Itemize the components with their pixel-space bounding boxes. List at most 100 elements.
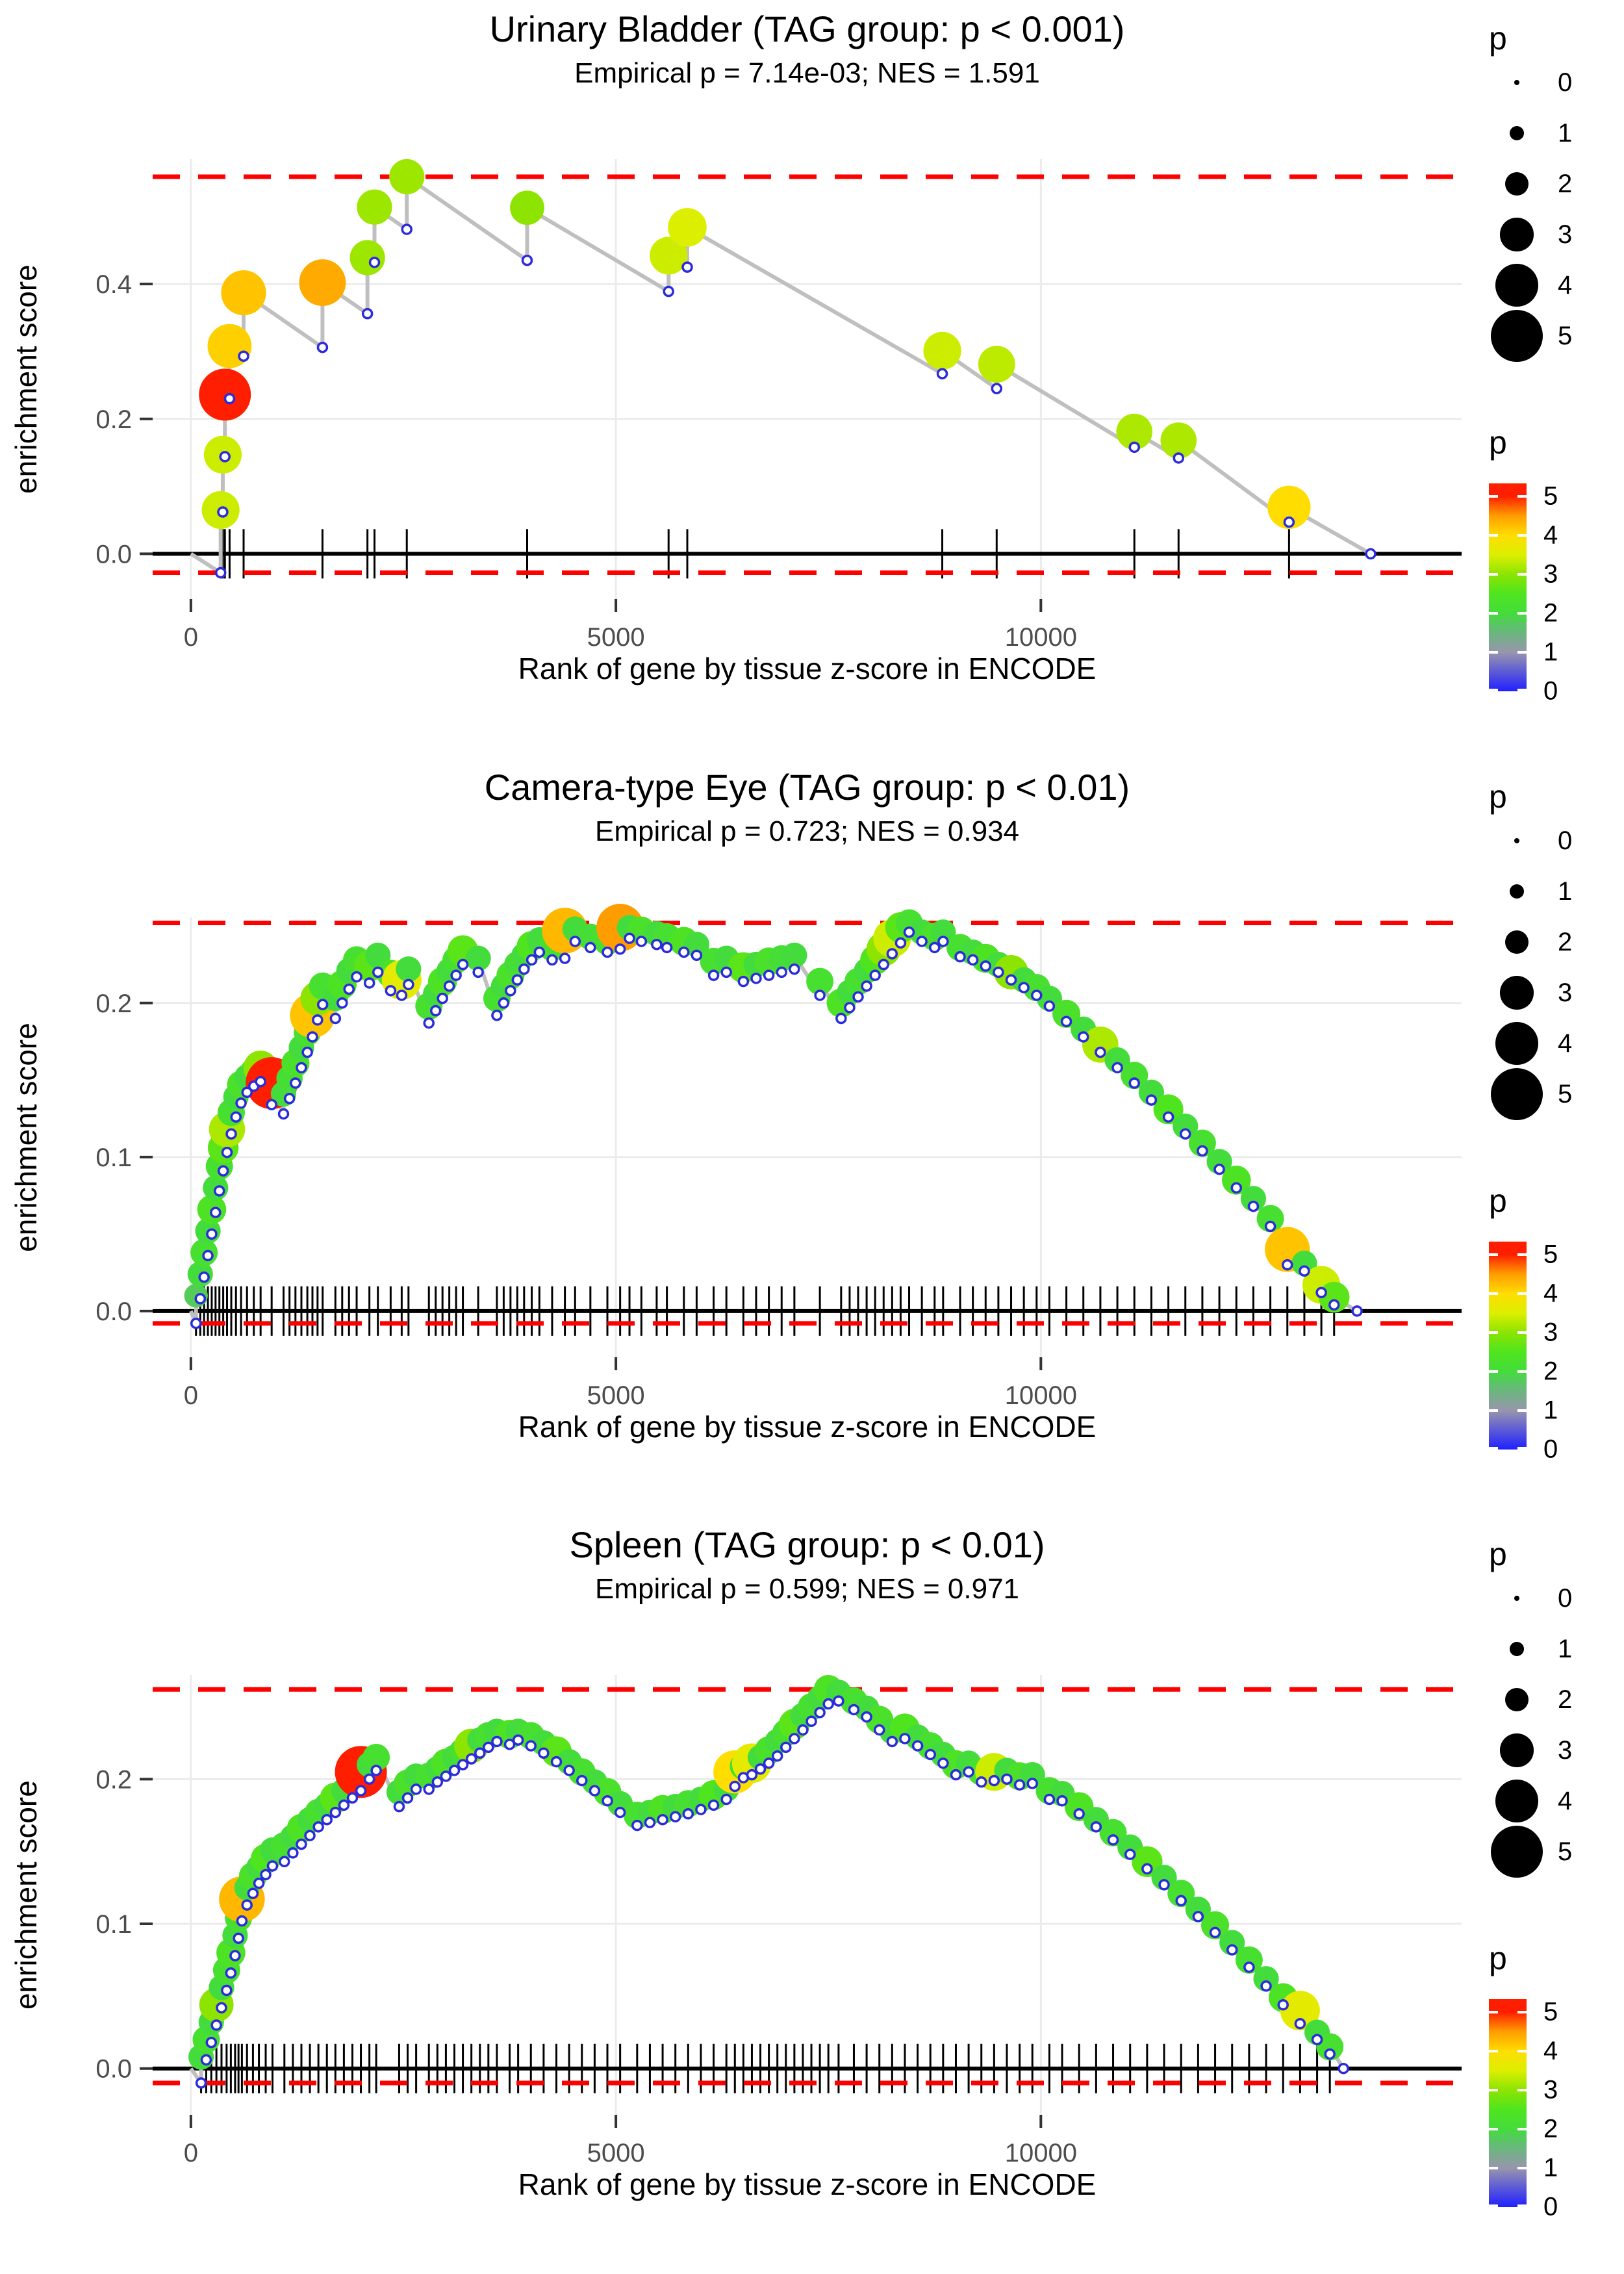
pre-dot [1128,441,1140,454]
gene-dot [668,208,707,247]
pre-dot [911,1740,924,1752]
x-tick-label: 5000 [587,1381,645,1410]
pre-dot [585,941,596,954]
pre-dot [916,936,928,947]
gene-dot [1160,422,1197,459]
gene-dot [1235,1946,1263,1974]
pre-dot [1209,1926,1221,1939]
colorbar-tick [1517,650,1527,654]
pre-dot [886,948,898,960]
plot-subtitle: Empirical p = 7.14e-03; NES = 1.591 [574,57,1040,89]
pre-dot [343,983,355,995]
enrichment-curve [190,174,1372,575]
pre-dot [1060,1016,1072,1027]
pre-dot [550,1756,563,1768]
pre-dot [963,1766,974,1778]
gene-dot [199,368,251,421]
pre-dot [899,1733,911,1744]
size-legend-label: 0 [1558,1583,1573,1613]
size-legend-entry: 3 [1489,1725,1622,1776]
pre-dot [954,951,966,963]
pre-dot [194,1293,207,1305]
colorbar-tick [1489,2204,1498,2207]
pre-dot [631,1819,643,1832]
pre-dot [1283,516,1295,528]
pre-dot [681,261,693,273]
size-legend-dot [1491,1068,1543,1120]
pre-dot [1158,1879,1170,1891]
pre-dot [287,1847,299,1859]
pre-dot [624,932,635,944]
y-tick-label: 0.0 [95,540,132,568]
pre-dot [368,257,381,268]
size-legend-title: p [1489,778,1507,815]
pre-dot [894,937,907,949]
pre-dot [878,958,890,971]
pre-dot [401,1792,414,1804]
pre-dot [505,985,516,997]
pre-dot [1315,1286,1327,1299]
y-tick-label: 0.1 [95,1910,132,1939]
pre-dot [797,1724,809,1736]
plot-subtitle: Empirical p = 0.723; NES = 0.934 [594,815,1020,847]
pre-dot [363,977,375,989]
page-title: Urinary Bladder (TAG group: p < 0.001) [489,8,1125,49]
colorbar-label: 5 [1543,1997,1558,2026]
size-legend: p 0 1 2 3 4 5 [1489,19,1622,362]
gene-dot [510,190,544,225]
colorbar-tick [1517,1447,1527,1450]
pre-dot [296,1062,307,1074]
pre-dot [410,1783,422,1795]
pre-dot [720,1793,732,1806]
pre-dot [217,506,229,518]
gene-dot [650,236,688,275]
pre-dot [763,969,775,981]
pre-dot [214,567,227,579]
pre-dot [651,938,663,951]
pre-dot [707,969,720,981]
pre-dot [443,980,455,992]
pre-dot [236,1915,248,1927]
gene-dot [1151,1865,1177,1891]
pre-dot [924,1748,936,1761]
size-legend-dot [1509,1641,1525,1657]
size-legend-entry: 3 [1489,209,1622,260]
pre-dot [1026,1778,1038,1789]
colorbar-tick [1489,533,1498,537]
pre-dot [247,1887,259,1900]
size-legend-dot [1491,310,1543,362]
size-legend-label: 0 [1558,826,1573,855]
size-legend-label: 4 [1558,1786,1573,1815]
pre-dot [1324,2048,1336,2060]
colorbar-label: 5 [1543,1240,1558,1269]
pre-dot [806,1715,817,1728]
size-legend-entry: 2 [1489,917,1622,967]
gene-dot [1052,999,1081,1028]
colorbar-tick [1517,689,1527,691]
gene-dot [221,270,266,316]
colorbar-label: 3 [1543,2075,1558,2104]
pre-dot [255,1075,266,1088]
colorbar-tick [1489,494,1498,498]
colorbar-tick [1489,2010,1498,2013]
pre-dot [241,1086,253,1099]
pre-dot [695,1804,707,1815]
pre-dot [1018,982,1030,993]
pre-dot [1197,1145,1208,1157]
end-dot [1351,1305,1363,1317]
colorbar-label: 1 [1543,637,1558,667]
pre-dot [936,368,948,379]
gene-dot [930,919,956,945]
pre-dot [385,985,397,997]
pre-dot [221,1146,233,1158]
size-legend-dot [1509,125,1525,141]
pre-dot [312,1821,324,1833]
pre-dot [283,1093,296,1105]
pre-dot [217,1165,229,1177]
gene-dot [1206,1149,1232,1175]
gene-dot [389,159,425,195]
pre-dot [1124,1848,1136,1860]
size-legend-entry: 4 [1489,1018,1622,1069]
pre-dot [678,946,690,958]
pre-dot [216,2002,227,2013]
